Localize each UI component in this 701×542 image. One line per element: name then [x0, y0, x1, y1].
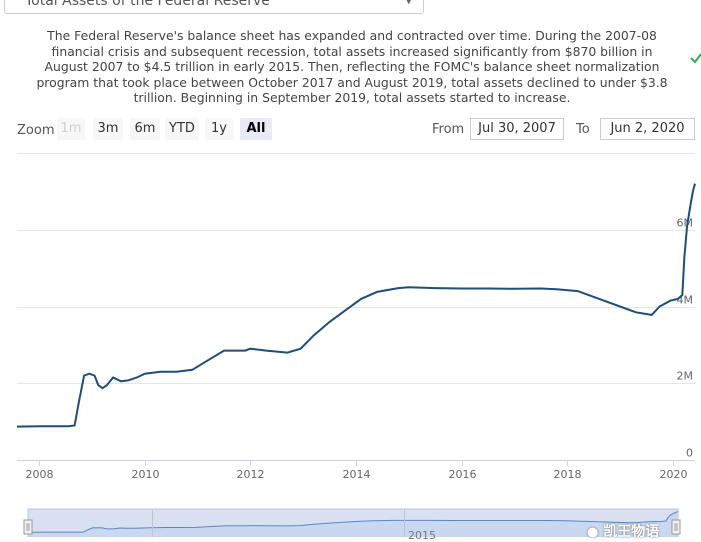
- chart-grid: [17, 153, 695, 461]
- x-tick-label: 2016: [449, 468, 477, 481]
- x-tick-label: 2008: [26, 468, 54, 481]
- navigator-series-line: [27, 511, 679, 533]
- zoom-button-1m[interactable]: 1m: [57, 118, 85, 140]
- zoom-button-6m[interactable]: 6m: [130, 118, 160, 140]
- zoom-button-all[interactable]: All: [240, 118, 272, 140]
- y-axis-labels: 0 2M 4M 6M: [677, 217, 694, 460]
- y-tick-label: 6M: [677, 217, 694, 230]
- y-tick-label: 2M: [677, 370, 694, 383]
- x-tick-label: 2018: [554, 468, 582, 481]
- watermark: ● 凯王物语: [587, 521, 659, 541]
- to-label: To: [576, 122, 590, 137]
- series-select-value: Total Assets of the Federal Reserve: [25, 0, 270, 9]
- x-axis: 2008 2010 2012 2014 2016 2018 2020: [17, 460, 695, 481]
- x-tick-label: 2012: [237, 468, 265, 481]
- x-tick-label: 2010: [132, 468, 160, 481]
- from-date-input[interactable]: Jul 30, 2007: [470, 118, 564, 140]
- x-tick-label: 2014: [343, 468, 371, 481]
- y-tick-label: 4M: [677, 294, 694, 307]
- total-assets-line: [16, 183, 696, 428]
- navigator-year-label: 2015: [408, 529, 436, 542]
- left-handle-icon[interactable]: [23, 519, 33, 535]
- right-handle-icon[interactable]: [671, 519, 681, 535]
- navigator: [23, 508, 681, 537]
- zoom-button-ytd[interactable]: YTD: [165, 118, 199, 140]
- x-tick-label: 2020: [660, 468, 688, 481]
- from-label: From: [432, 122, 465, 137]
- wechat-icon: ●: [587, 525, 599, 540]
- watermark-text: 凯王物语: [603, 524, 660, 540]
- chart-description: The Federal Reserve's balance sheet has …: [36, 28, 668, 105]
- check-icon: [690, 53, 701, 64]
- to-date-input[interactable]: Jun 2, 2020: [600, 118, 695, 140]
- series-select[interactable]: Total Assets of the Federal Reserve ▼: [4, 0, 424, 14]
- navigator-area: [28, 511, 678, 537]
- zoom-button-3m[interactable]: 3m: [93, 118, 123, 140]
- chevron-down-icon: ▼: [405, 0, 413, 6]
- zoom-button-1y[interactable]: 1y: [205, 118, 233, 140]
- zoom-label: Zoom: [17, 123, 55, 138]
- y-tick-label: 0: [686, 447, 693, 460]
- navigator-range[interactable]: [27, 508, 679, 537]
